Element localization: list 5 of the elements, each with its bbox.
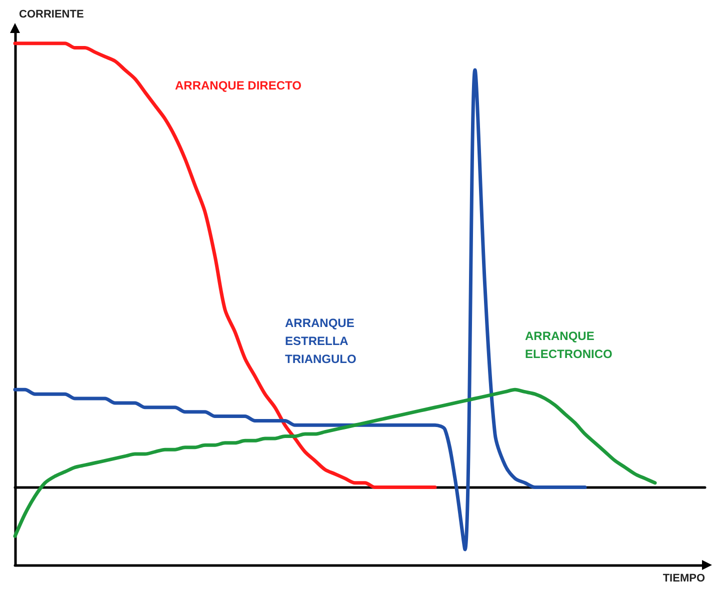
text: ARRANQUE ESTRELLA TRIANGULO: [285, 316, 356, 366]
y-axis-title: CORRIENTE: [19, 8, 84, 20]
x-axis-title: TIEMPO: [662, 572, 706, 584]
series-label: ARRANQUE DIRECTO: [175, 78, 302, 92]
text: ARRANQUE ELECTRONICO: [525, 329, 612, 362]
